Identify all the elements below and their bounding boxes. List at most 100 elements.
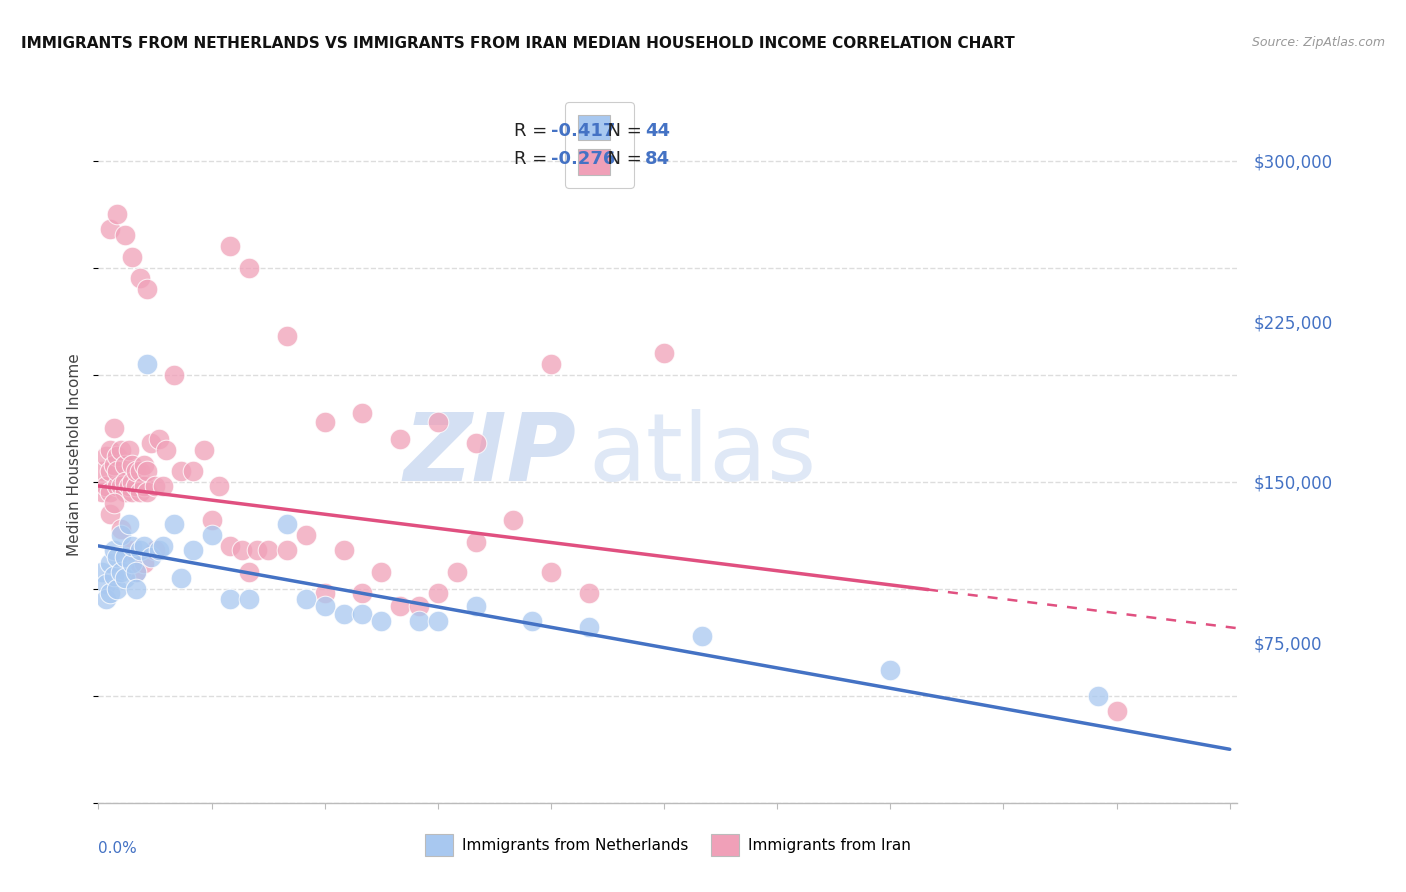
Text: R =: R = bbox=[515, 150, 553, 169]
Point bbox=[314, 415, 336, 429]
Point bbox=[332, 607, 354, 622]
Point bbox=[181, 464, 204, 478]
Point bbox=[200, 528, 222, 542]
Point bbox=[578, 620, 600, 634]
Point bbox=[98, 464, 121, 478]
Point bbox=[219, 592, 242, 607]
Point bbox=[148, 432, 170, 446]
Point bbox=[143, 543, 166, 558]
Point bbox=[105, 479, 128, 493]
Point bbox=[125, 464, 148, 478]
Point bbox=[314, 586, 336, 600]
Point bbox=[110, 442, 132, 457]
Point bbox=[540, 357, 562, 371]
Point bbox=[276, 543, 298, 558]
Point bbox=[117, 517, 139, 532]
Point bbox=[163, 368, 186, 382]
Point bbox=[129, 271, 152, 285]
Point bbox=[352, 607, 374, 622]
Point bbox=[352, 586, 374, 600]
Point bbox=[121, 475, 143, 489]
Point bbox=[370, 565, 392, 579]
Point bbox=[114, 549, 136, 564]
Point bbox=[352, 406, 374, 420]
Point bbox=[152, 479, 174, 493]
Point bbox=[690, 629, 713, 643]
Point bbox=[110, 565, 132, 579]
Point bbox=[129, 485, 152, 500]
Point bbox=[246, 543, 269, 558]
Text: N =: N = bbox=[596, 122, 648, 140]
Point bbox=[238, 565, 260, 579]
Point bbox=[125, 582, 148, 596]
Point bbox=[121, 485, 143, 500]
Point bbox=[136, 464, 159, 478]
Point bbox=[105, 582, 128, 596]
Point bbox=[276, 517, 298, 532]
Point bbox=[652, 346, 675, 360]
Point bbox=[105, 464, 128, 478]
Point bbox=[520, 614, 543, 628]
Point bbox=[103, 496, 125, 510]
Point bbox=[578, 586, 600, 600]
Point bbox=[208, 479, 231, 493]
Point bbox=[110, 479, 132, 493]
Point bbox=[91, 464, 114, 478]
Point bbox=[114, 571, 136, 585]
Text: R =: R = bbox=[515, 122, 553, 140]
Point bbox=[132, 458, 155, 472]
Point bbox=[121, 458, 143, 472]
Point bbox=[163, 517, 186, 532]
Point bbox=[132, 479, 155, 493]
Point bbox=[540, 565, 562, 579]
Point bbox=[105, 207, 128, 221]
Point bbox=[426, 415, 449, 429]
Point bbox=[141, 436, 163, 450]
Point bbox=[257, 543, 280, 558]
Point bbox=[121, 539, 143, 553]
Point bbox=[125, 565, 148, 579]
Point bbox=[408, 599, 430, 613]
Legend: Immigrants from Netherlands, Immigrants from Iran: Immigrants from Netherlands, Immigrants … bbox=[416, 825, 920, 864]
Point bbox=[370, 614, 392, 628]
Point bbox=[1105, 704, 1128, 718]
Point bbox=[879, 663, 901, 677]
Point bbox=[1087, 689, 1109, 703]
Point bbox=[103, 421, 125, 435]
Point bbox=[114, 228, 136, 243]
Point bbox=[129, 464, 152, 478]
Point bbox=[129, 543, 152, 558]
Point bbox=[193, 442, 215, 457]
Point bbox=[132, 556, 155, 570]
Point bbox=[121, 250, 143, 264]
Point bbox=[136, 485, 159, 500]
Point bbox=[389, 432, 412, 446]
Point bbox=[295, 528, 318, 542]
Point bbox=[94, 577, 117, 591]
Point bbox=[114, 458, 136, 472]
Point bbox=[181, 543, 204, 558]
Text: 84: 84 bbox=[645, 150, 671, 169]
Point bbox=[103, 569, 125, 583]
Point bbox=[105, 449, 128, 463]
Point bbox=[170, 571, 193, 585]
Text: IMMIGRANTS FROM NETHERLANDS VS IMMIGRANTS FROM IRAN MEDIAN HOUSEHOLD INCOME CORR: IMMIGRANTS FROM NETHERLANDS VS IMMIGRANT… bbox=[21, 36, 1015, 51]
Point bbox=[238, 592, 260, 607]
Point bbox=[110, 528, 132, 542]
Point bbox=[94, 592, 117, 607]
Text: Source: ZipAtlas.com: Source: ZipAtlas.com bbox=[1251, 36, 1385, 49]
Point bbox=[94, 479, 117, 493]
Text: 0.0%: 0.0% bbox=[98, 841, 138, 856]
Point bbox=[170, 464, 193, 478]
Point bbox=[231, 543, 253, 558]
Point bbox=[132, 539, 155, 553]
Text: 44: 44 bbox=[645, 122, 671, 140]
Point bbox=[314, 599, 336, 613]
Point bbox=[98, 442, 121, 457]
Point bbox=[98, 556, 121, 570]
Point bbox=[98, 485, 121, 500]
Point bbox=[125, 565, 148, 579]
Point bbox=[332, 543, 354, 558]
Y-axis label: Median Household Income: Median Household Income bbox=[67, 353, 83, 557]
Point bbox=[219, 239, 242, 253]
